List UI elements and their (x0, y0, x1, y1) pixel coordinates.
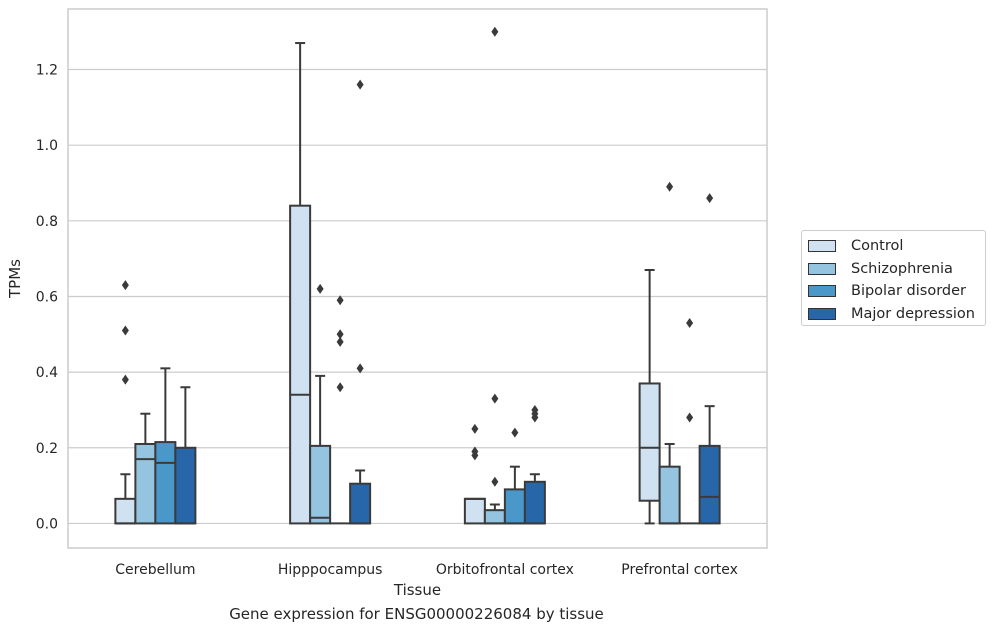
box-group (483, 26, 506, 525)
box-group (523, 404, 546, 525)
x-tick-label: Cerebellum (115, 562, 195, 578)
legend-item: Major depression (808, 303, 985, 326)
box-rect (289, 204, 312, 525)
box-group (330, 295, 351, 525)
legend-swatch (808, 285, 836, 298)
outlier-point (491, 476, 499, 487)
legend-label: Bipolar disorder (851, 283, 966, 300)
y-axis-label: TPMs (6, 259, 24, 299)
legend-item: Schizophrenia (808, 258, 985, 281)
box-plot-marks (114, 26, 721, 525)
box-rect (503, 488, 526, 525)
outlier-point (121, 280, 129, 291)
box-rect (114, 497, 137, 525)
box-group (154, 367, 177, 525)
box-rect (463, 497, 486, 525)
y-tick-label: 0.0 (36, 516, 58, 532)
outlier-point (666, 181, 674, 192)
box-rect (134, 442, 157, 525)
chart-caption: Gene expression for ENSG00000226084 by t… (229, 605, 604, 623)
legend-swatch (808, 307, 836, 320)
y-tick-label: 0.4 (36, 365, 58, 381)
box-group (289, 42, 312, 525)
y-tick-label: 1.0 (36, 138, 58, 154)
x-axis-label: Tissue (393, 581, 441, 599)
legend-item: Control (808, 235, 985, 258)
outlier-point (336, 336, 344, 347)
y-tick-label: 0.6 (36, 289, 58, 305)
box-group (114, 280, 137, 525)
outlier-point (316, 283, 324, 294)
box-rect (523, 480, 546, 525)
outlier-point (336, 329, 344, 340)
box-rect (698, 444, 721, 525)
legend-swatch (808, 240, 836, 253)
outlier-point (706, 193, 714, 204)
legend: Control Schizophrenia Bipolar disorder Majo… (801, 230, 986, 326)
outlier-point (511, 427, 519, 438)
legend-label: Major depression (851, 305, 975, 322)
x-tick-label: Hipppocampus (278, 562, 383, 578)
outlier-point (531, 404, 539, 415)
outlier-point (121, 325, 129, 336)
outlier-point (356, 363, 364, 374)
outlier-point (336, 295, 344, 306)
outlier-point (471, 446, 479, 457)
plot-frame (67, 8, 768, 549)
box-group (174, 386, 197, 525)
legend-label: Schizophrenia (851, 260, 953, 277)
outlier-point (336, 382, 344, 393)
outlier-point (491, 393, 499, 404)
outlier-point (471, 423, 479, 434)
y-tick-label: 0.2 (36, 441, 58, 457)
box-group (638, 268, 661, 525)
y-tick-label: 1.2 (36, 63, 58, 79)
outlier-point (686, 412, 694, 423)
outlier-point (686, 317, 694, 328)
outlier-point (121, 374, 129, 385)
outlier-point (356, 79, 364, 90)
legend-swatch (808, 262, 836, 275)
box-group (463, 423, 486, 525)
box-rect (174, 446, 197, 525)
box-group (698, 193, 721, 525)
box-group (658, 181, 681, 525)
box-rect (658, 465, 681, 525)
box-group (309, 283, 332, 525)
box-rect (483, 509, 506, 525)
box-group (679, 317, 700, 525)
y-tick-labels: 0.0 0.2 0.4 0.6 0.8 1.0 1.2 (36, 63, 58, 533)
legend-label: Control (851, 238, 904, 255)
y-tick-label: 0.8 (36, 214, 58, 230)
box-rect (638, 382, 661, 502)
x-tick-label: Prefrontal cortex (621, 562, 738, 578)
box-rect (154, 441, 177, 525)
legend-item: Bipolar disorder (808, 280, 985, 303)
box-group (134, 412, 157, 525)
box-group (503, 427, 526, 525)
x-tick-label: Orbitofrontal cortex (436, 562, 574, 578)
x-tick-labels: Cerebellum Hipppocampus Orbitofrontal cort… (115, 562, 738, 578)
box-rect (309, 444, 332, 525)
outlier-point (491, 26, 499, 37)
box-rect (349, 482, 372, 525)
box-group (349, 79, 372, 525)
